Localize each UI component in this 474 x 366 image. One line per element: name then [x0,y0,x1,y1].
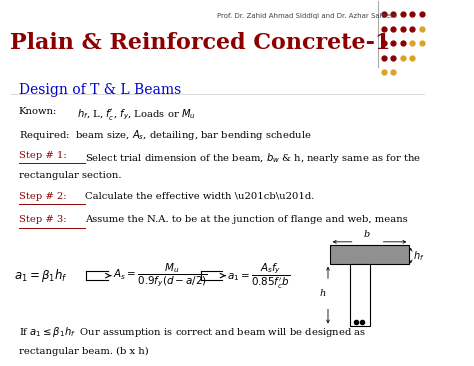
Text: $a_1 = \beta_1 h_f$: $a_1 = \beta_1 h_f$ [14,267,68,284]
Text: Step # 3:: Step # 3: [18,216,66,224]
Text: Prof. Dr. Zahid Ahmad Siddiqi and Dr. Azhar Saleem: Prof. Dr. Zahid Ahmad Siddiqi and Dr. Az… [217,13,397,19]
Text: Design of T & L Beams: Design of T & L Beams [18,83,181,97]
Text: rectangular section.: rectangular section. [18,171,121,180]
Text: h: h [319,289,326,298]
Text: If $a_1 \leq \beta_1 h_f$  Our assumption is correct and beam will be designed a: If $a_1 \leq \beta_1 h_f$ Our assumption… [18,325,366,339]
Bar [349,264,370,326]
Text: Calculate the effective width \u201cb\u201d.: Calculate the effective width \u201cb\u2… [85,192,315,201]
Text: $A_s = \dfrac{M_u}{0.9f_y(d-a/2)}$: $A_s = \dfrac{M_u}{0.9f_y(d-a/2)}$ [112,262,207,290]
Text: Assume the N.A. to be at the junction of flange and web, means: Assume the N.A. to be at the junction of… [85,216,408,224]
Text: Select trial dimension of the beam, $b_w$ & h, nearly same as for the: Select trial dimension of the beam, $b_w… [85,151,421,165]
Text: $h_f$, L, $f_c'$, $f_y$, Loads or $M_u$: $h_f$, L, $f_c'$, $f_y$, Loads or $M_u$ [77,107,196,122]
Text: $h_f$: $h_f$ [413,249,424,262]
Text: b: b [364,230,370,239]
Text: Known:: Known: [18,107,57,116]
Bar [330,245,410,264]
Text: Step # 2:: Step # 2: [18,192,66,201]
Text: Required:  beam size, $A_s$, detailing, bar bending schedule: Required: beam size, $A_s$, detailing, b… [18,128,311,142]
Text: rectangular beam. (b x h): rectangular beam. (b x h) [18,347,148,356]
Text: Plain & Reinforced Concrete-1: Plain & Reinforced Concrete-1 [10,32,391,54]
Text: $a_1 = \dfrac{A_s f_y}{0.85f_c'b}$: $a_1 = \dfrac{A_s f_y}{0.85f_c'b}$ [227,261,291,291]
Text: Step # 1:: Step # 1: [18,151,66,160]
